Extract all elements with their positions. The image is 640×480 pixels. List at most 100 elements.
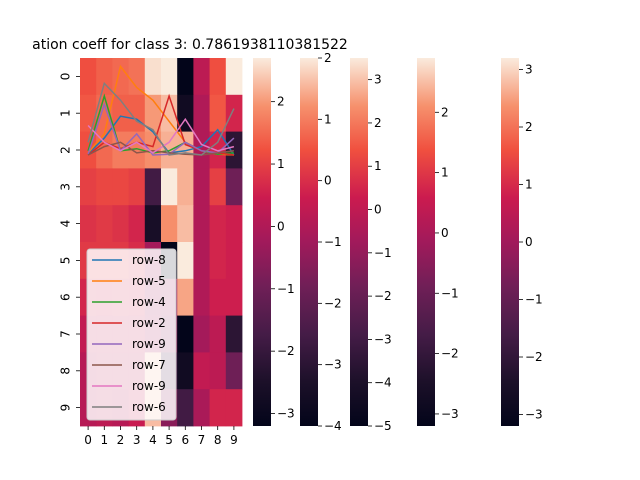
colorbar-tick-label: 0	[324, 174, 332, 188]
heatmap-cell	[80, 205, 97, 243]
heatmap-cell	[80, 58, 97, 96]
colorbar-tick-label: 1	[441, 166, 449, 180]
heatmap-cell	[225, 389, 243, 427]
y-tick-label: 9	[59, 404, 73, 412]
y-tick-label: 4	[59, 220, 73, 228]
x-tick-label: 7	[198, 433, 206, 447]
heatmap-cell	[128, 168, 146, 206]
colorbar-tick-label: 0	[525, 235, 533, 249]
colorbar-tick-label: −2	[374, 289, 392, 303]
heatmap-cell	[225, 278, 243, 316]
colorbar-tick-label: −4	[374, 376, 392, 390]
heatmap-cell	[193, 58, 210, 96]
heatmap-cell	[209, 94, 227, 132]
heatmap-cell	[193, 389, 210, 427]
x-tick-label: 9	[230, 433, 238, 447]
heatmap-cell	[209, 58, 227, 96]
line-overlay	[87, 64, 235, 156]
colorbar-tick-label: −3	[525, 408, 543, 422]
heatmap-cell	[209, 205, 227, 243]
heatmap-cell	[177, 168, 194, 206]
colorbar-tick-label: 2	[441, 105, 449, 119]
legend-box	[86, 248, 177, 421]
x-tick-label: 0	[84, 433, 92, 447]
line-series	[87, 81, 235, 156]
heatmap-cell	[193, 278, 210, 316]
y-tick-label: 0	[59, 73, 73, 81]
colorbar-tick-label: 2	[277, 95, 285, 109]
colorbar-tick-label: −3	[277, 407, 295, 421]
heatmap-cell	[193, 242, 210, 280]
legend-label: row-5	[132, 274, 166, 288]
heatmap-cell	[225, 205, 243, 243]
colorbar-tick-label: −1	[277, 282, 295, 296]
heatmap-cell	[209, 242, 227, 280]
heatmap-cell	[193, 352, 210, 390]
colorbar-tick-label: 1	[525, 178, 533, 192]
colorbar-tick-label: 3	[374, 73, 382, 87]
colorbar-tick-label: 1	[324, 112, 332, 126]
heatmap-cell	[177, 94, 194, 132]
heatmap-cell	[128, 131, 146, 169]
x-tick-label: 5	[165, 433, 173, 447]
heatmap-cell	[225, 315, 243, 353]
heatmap-cell	[193, 94, 210, 132]
heatmap-cell	[177, 242, 194, 280]
heatmap-cell	[225, 242, 243, 280]
colorbar	[253, 58, 271, 426]
heatmap-cell	[112, 168, 129, 206]
heatmap-cell	[209, 315, 227, 353]
heatmap-cell	[193, 315, 210, 353]
colorbar-tick-label: 0	[441, 226, 449, 240]
heatmap-cell	[177, 278, 194, 316]
heatmap-cell	[128, 58, 146, 96]
y-tick-label: 8	[59, 367, 73, 375]
heatmap-cell	[80, 94, 97, 132]
heatmap-cell	[193, 168, 210, 206]
heatmap-cell	[96, 58, 113, 96]
heatmap-cell	[144, 94, 162, 132]
colorbar-tick-label: 1	[277, 157, 285, 171]
chart-title: ation coeff for class 3: 0.7861938110381…	[32, 37, 348, 53]
colorbar-tick-label: −1	[525, 293, 543, 307]
colorbar-tick-label: 0	[277, 219, 285, 233]
heatmap-cell	[225, 352, 243, 390]
heatmap-cell	[225, 168, 243, 206]
colorbar-tick-label: −4	[324, 419, 342, 433]
heatmap-cell	[161, 168, 178, 206]
heatmap-cell	[209, 168, 227, 206]
colorbar-tick-label: −2	[441, 347, 459, 361]
colorbars: −3 −2 −1 0 1 2 −4 −3 −2 −1 0 1 2 −5 −4 −3 −2 −1 0 1 2 3 −3 −2 −1…	[253, 51, 543, 433]
colorbar-tick-label: 2	[374, 116, 382, 130]
colorbar-tick-label: 0	[374, 203, 382, 217]
heatmap-cell	[96, 168, 113, 206]
heatmap-cell	[177, 352, 194, 390]
heatmap-cell	[177, 315, 194, 353]
x-tick-label: 8	[214, 433, 222, 447]
heatmap-cell	[177, 205, 194, 243]
y-tick-label: 7	[59, 330, 73, 338]
legend-label: row-8	[132, 253, 166, 267]
heatmap-cell	[177, 389, 194, 427]
x-tick-label: 3	[133, 433, 141, 447]
heatmap-cell	[80, 168, 97, 206]
colorbar-tick-label: 3	[525, 63, 533, 77]
colorbar	[417, 58, 435, 426]
colorbar-tick-label: −5	[374, 419, 392, 433]
heatmap-cell	[144, 168, 162, 206]
heatmap-cell	[161, 58, 178, 96]
heatmap-cell	[225, 131, 243, 169]
colorbar-tick-label: 1	[374, 159, 382, 173]
heatmap-cell	[209, 389, 227, 427]
y-tick-label: 3	[59, 183, 73, 191]
heatmap-cell	[96, 205, 113, 243]
x-tick-label: 2	[117, 433, 125, 447]
heatmap-cell	[177, 58, 194, 96]
line-series	[87, 141, 234, 156]
legend-label: row-9	[132, 337, 166, 351]
heatmap-cell	[112, 205, 129, 243]
colorbar-tick-label: −1	[324, 235, 342, 249]
y-axis-ticks: 0 1 2 3 4 5 6 7 8 9	[59, 73, 80, 412]
